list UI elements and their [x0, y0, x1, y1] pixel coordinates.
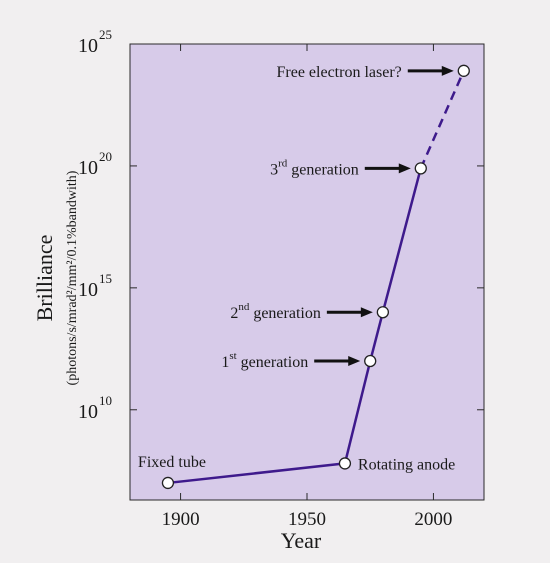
data-point-marker: [161, 476, 175, 490]
point-label: 1st generation: [221, 350, 308, 371]
y-tick-label: 10: [78, 279, 98, 301]
label-ordinal: 1: [221, 354, 229, 371]
x-tick-label: 2000: [414, 509, 452, 530]
y-tick-label: 10: [78, 35, 98, 57]
point-label: Free electron laser?: [277, 64, 402, 81]
label-ordinal-suffix: nd: [238, 301, 250, 313]
data-point-marker: [338, 457, 352, 470]
data-point-marker: [376, 306, 390, 319]
y-axis-label: Brilliance: [32, 235, 57, 322]
series-line-segment: [381, 168, 422, 313]
point-label: 3rd generation: [270, 157, 359, 178]
y-tick-exponent: 10: [99, 393, 112, 408]
y-tick-label: 10: [78, 157, 98, 179]
annotation-arrow-head: [441, 65, 454, 76]
y-tick-exponent: 15: [99, 271, 112, 286]
annotation-arrow-head: [398, 163, 411, 174]
label-text: generation: [287, 161, 359, 178]
y-tick-exponent: 25: [99, 27, 112, 42]
point-label: Fixed tube: [138, 454, 206, 471]
dashed-projection-line: [419, 70, 465, 169]
annotation-arrow-head: [360, 307, 373, 318]
x-tick-label: 1950: [288, 509, 326, 530]
label-ordinal-suffix: rd: [278, 157, 288, 169]
series-line-segment: [343, 360, 372, 464]
x-tick-label: 1900: [162, 509, 200, 530]
data-point-marker: [364, 354, 377, 368]
data-point-marker: [414, 162, 427, 175]
data-point-marker: [457, 64, 470, 77]
x-axis-label: Year: [281, 528, 322, 553]
series-line-segment: [369, 311, 385, 362]
label-text: generation: [237, 354, 309, 371]
plot-area: [129, 43, 485, 501]
label-ordinal: 2: [230, 305, 238, 322]
y-axis-units-label: (photons/s/mrad²/mm²/0.1%bandwith): [65, 170, 80, 385]
label-ordinal: 3: [270, 161, 278, 178]
point-label: Rotating anode: [358, 456, 455, 473]
label-text: generation: [249, 305, 321, 322]
series: [161, 64, 470, 490]
point-label: 2nd generation: [230, 301, 321, 322]
series-line-segment: [167, 462, 346, 485]
y-tick-label: 10: [78, 401, 98, 423]
label-ordinal-suffix: st: [229, 350, 236, 362]
annotation-arrow-head: [348, 356, 361, 367]
y-tick-exponent: 20: [99, 149, 112, 164]
